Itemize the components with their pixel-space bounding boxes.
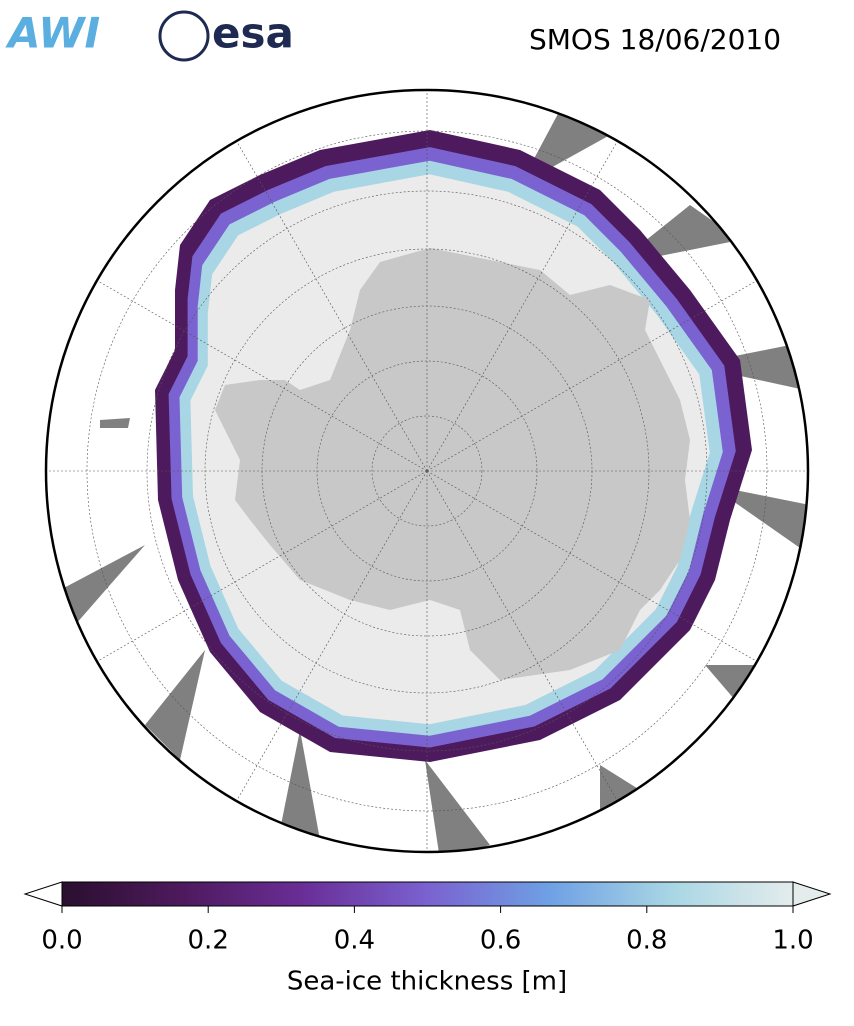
esa-logo: esa bbox=[212, 9, 294, 58]
map-border bbox=[44, 88, 810, 854]
meridian bbox=[89, 275, 428, 472]
meridian bbox=[426, 470, 623, 809]
title: SMOS 18/06/2010 bbox=[529, 23, 781, 56]
colorbar-tick-label: 0.6 bbox=[480, 926, 521, 956]
meridian bbox=[231, 470, 428, 809]
extend-low bbox=[23, 881, 63, 907]
colorbar-body bbox=[61, 881, 794, 907]
colorbar-label: Sea-ice thickness [m] bbox=[287, 967, 567, 997]
antarctica bbox=[215, 248, 690, 680]
colorbar: Sea-ice thickness [m] 0.0 0.2 0.4 0.6 0.8 1.0 bbox=[23, 881, 832, 997]
meridian bbox=[426, 275, 765, 472]
colorbar-tick-label: 0.2 bbox=[188, 926, 229, 956]
meridian bbox=[231, 133, 428, 472]
colorbar-tick-label: 0.8 bbox=[626, 926, 667, 956]
esa-emblem bbox=[158, 10, 210, 62]
awi-logo: AWI bbox=[5, 9, 100, 58]
latitude-circle bbox=[371, 415, 483, 527]
extend-high bbox=[792, 881, 832, 907]
colorbar-tick-label: 0.0 bbox=[41, 926, 82, 956]
map bbox=[46, 90, 808, 852]
meridian bbox=[89, 470, 428, 667]
graticule bbox=[46, 90, 808, 852]
colorbar-tick-label: 1.0 bbox=[772, 926, 813, 956]
meridian bbox=[426, 470, 765, 667]
meridian bbox=[426, 133, 623, 472]
colorbar-tick-label: 0.4 bbox=[334, 926, 375, 956]
